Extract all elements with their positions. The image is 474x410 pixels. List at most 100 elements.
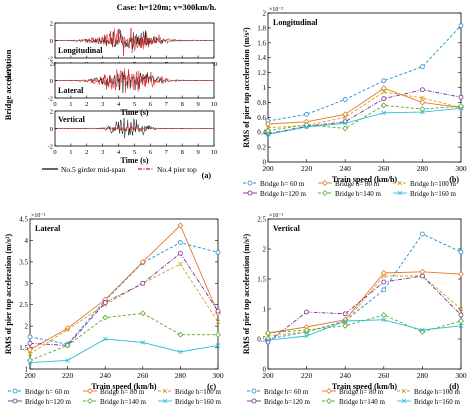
legend-marker bbox=[12, 398, 18, 404]
legend-entry: Bridge h=160 m bbox=[414, 398, 460, 406]
data-point bbox=[177, 240, 183, 245]
data-point bbox=[27, 351, 33, 357]
data-point bbox=[140, 340, 146, 345]
data-point bbox=[102, 300, 108, 305]
data-point bbox=[458, 306, 464, 312]
y-tick-label: 4 bbox=[25, 237, 29, 245]
legend-entry: Bridge h=100 m bbox=[414, 388, 460, 396]
data-point bbox=[139, 258, 146, 265]
legend-marker bbox=[251, 398, 257, 404]
y-axis-label: RMS of pier top acceleration (m/s²) bbox=[242, 234, 251, 355]
y-tick-label: 2.5 bbox=[19, 301, 28, 309]
y-tick-label: 1.5 bbox=[257, 276, 266, 284]
series-line bbox=[29, 312, 218, 361]
legend-entry: Bridge h=140 m bbox=[100, 398, 146, 406]
legend-marker bbox=[12, 388, 18, 394]
legend-entry: Bridge h=120 m bbox=[264, 398, 310, 406]
series-line bbox=[267, 233, 462, 340]
x-tick-label: 10 bbox=[211, 101, 218, 108]
x-tick-label: 7 bbox=[165, 149, 169, 156]
data-point bbox=[419, 328, 426, 335]
legend-entry: Bridge h=140 m bbox=[339, 398, 385, 406]
data-point bbox=[419, 106, 426, 113]
y-tick-label: 0 bbox=[50, 78, 53, 85]
series-line bbox=[29, 242, 219, 345]
y-tick-label: 2 bbox=[50, 21, 53, 28]
plot-frame bbox=[267, 12, 462, 163]
y-tick-label: 0 bbox=[263, 366, 267, 374]
data-point bbox=[381, 89, 387, 95]
legend-c: Bridge h= 60 m Bridge h= 80 m Bridge h=100… bbox=[8, 388, 221, 406]
data-point bbox=[380, 85, 387, 92]
y-tick-label: 1.6 bbox=[257, 39, 266, 47]
case-title: Case: h=120m; v=300km/h. bbox=[117, 2, 217, 12]
data-point bbox=[458, 106, 464, 111]
data-point bbox=[342, 125, 349, 132]
panel-d: 0 0.5 1 1.5 2 2.5 200 220 240 260 280 300 ×10⁻² Verti… bbox=[242, 213, 467, 391]
legend-entry: Bridge h= 60 m bbox=[260, 180, 305, 188]
panel-letter: (c) bbox=[207, 382, 216, 391]
panel-letter: (b) bbox=[449, 175, 459, 184]
data-point bbox=[458, 94, 464, 100]
x-tick-label: 9 bbox=[196, 101, 199, 108]
y-tick-label: 0.4 bbox=[257, 129, 266, 137]
x-tick-label: 220 bbox=[301, 164, 313, 173]
legend-entry: Bridge h=100 m bbox=[175, 388, 221, 396]
data-point bbox=[102, 336, 108, 342]
x-tick-label: 260 bbox=[137, 371, 149, 380]
panel-letter: (a) bbox=[202, 171, 212, 180]
y-tick-label: 2 bbox=[50, 61, 53, 68]
series-line bbox=[267, 89, 462, 135]
y-tick-label: 1.8 bbox=[257, 24, 266, 32]
data-point bbox=[177, 250, 183, 256]
y-tick-label: 1 bbox=[263, 84, 267, 92]
x-tick-label: 8 bbox=[181, 101, 184, 108]
x-tick-label: 200 bbox=[262, 371, 274, 380]
data-point bbox=[178, 349, 183, 355]
y-axis-label-group: Bridge acceleration(m/s²) bbox=[3, 49, 13, 120]
y-tick-label: 0 bbox=[50, 126, 53, 133]
legend-entry: Bridge h= 80 m bbox=[100, 388, 145, 396]
legend-entry: No.5 girder mid-span bbox=[61, 165, 126, 174]
series-6 bbox=[27, 336, 221, 365]
x-axis-label-vertical: Time (s) bbox=[120, 156, 148, 165]
data-point bbox=[380, 312, 387, 318]
data-point bbox=[458, 271, 464, 278]
legend-marker bbox=[247, 190, 253, 196]
data-point bbox=[27, 360, 33, 365]
data-point bbox=[381, 273, 387, 279]
legend-marker bbox=[322, 180, 328, 186]
legend-marker bbox=[162, 398, 168, 404]
y-tick-label: 2 bbox=[263, 246, 267, 254]
x-axis-label: Train speed (km/h) bbox=[332, 175, 398, 184]
y-tick-label: -2 bbox=[48, 56, 53, 63]
legend-marker bbox=[401, 398, 407, 404]
x-tick-label: 220 bbox=[62, 371, 74, 380]
data-point bbox=[265, 330, 271, 336]
x-tick-label: 260 bbox=[378, 164, 390, 173]
x-tick-label: 280 bbox=[417, 164, 429, 173]
x-tick-label: 280 bbox=[417, 371, 429, 380]
legend-entry: Bridge h= 60 m bbox=[264, 388, 309, 396]
x-tick-label: 0 bbox=[53, 101, 56, 108]
legend-marker bbox=[87, 398, 93, 404]
data-point bbox=[215, 250, 221, 255]
data-point bbox=[304, 124, 309, 130]
legend-marker bbox=[162, 388, 168, 394]
series-line bbox=[267, 25, 462, 122]
data-point bbox=[342, 322, 349, 329]
x-tick-label: 8 bbox=[181, 149, 184, 156]
legend-b: Bridge h= 60 m Bridge h= 80 m Bridge h=100… bbox=[243, 180, 456, 198]
panel-a: Case: h=120m; v=300km/h. 20-2012345678910… bbox=[3, 2, 217, 180]
series-6 bbox=[265, 106, 464, 137]
x-tick-label: 5 bbox=[133, 149, 136, 156]
x-tick-label: 220 bbox=[301, 371, 313, 380]
pier-trace bbox=[55, 27, 215, 57]
y-axis-unit: (m/s²) bbox=[5, 64, 13, 82]
series-5 bbox=[27, 310, 221, 364]
x-tick-label: 280 bbox=[175, 371, 187, 380]
x-tick-label: 200 bbox=[24, 371, 36, 380]
subplot-longitudinal: 20-2012345678910Longitudinal bbox=[48, 21, 218, 69]
